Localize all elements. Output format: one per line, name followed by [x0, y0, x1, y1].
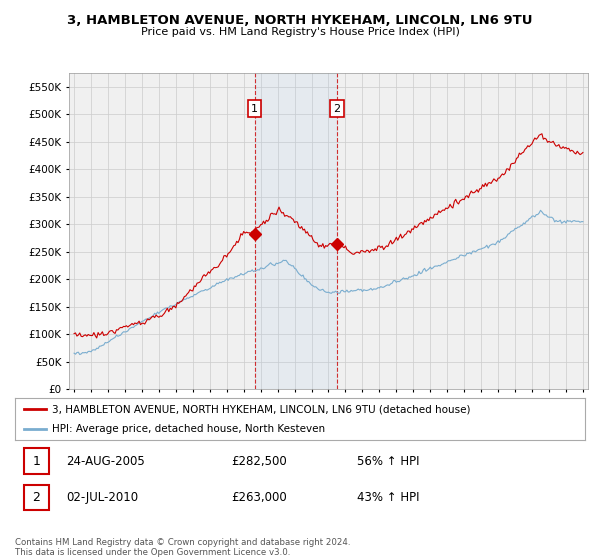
Text: £282,500: £282,500 — [232, 455, 287, 468]
Text: Price paid vs. HM Land Registry's House Price Index (HPI): Price paid vs. HM Land Registry's House … — [140, 27, 460, 37]
Text: 3, HAMBLETON AVENUE, NORTH HYKEHAM, LINCOLN, LN6 9TU: 3, HAMBLETON AVENUE, NORTH HYKEHAM, LINC… — [67, 14, 533, 27]
Text: Contains HM Land Registry data © Crown copyright and database right 2024.
This d: Contains HM Land Registry data © Crown c… — [15, 538, 350, 557]
Text: 3, HAMBLETON AVENUE, NORTH HYKEHAM, LINCOLN, LN6 9TU (detached house): 3, HAMBLETON AVENUE, NORTH HYKEHAM, LINC… — [52, 404, 470, 414]
Text: 56% ↑ HPI: 56% ↑ HPI — [357, 455, 419, 468]
Text: 02-JUL-2010: 02-JUL-2010 — [66, 491, 139, 504]
Text: 1: 1 — [251, 104, 258, 114]
Text: 1: 1 — [32, 455, 40, 468]
Text: 2: 2 — [334, 104, 341, 114]
Text: £263,000: £263,000 — [232, 491, 287, 504]
FancyBboxPatch shape — [23, 449, 49, 474]
Bar — [254, 73, 337, 389]
Text: 43% ↑ HPI: 43% ↑ HPI — [357, 491, 419, 504]
Text: HPI: Average price, detached house, North Kesteven: HPI: Average price, detached house, Nort… — [52, 424, 325, 434]
FancyBboxPatch shape — [23, 485, 49, 510]
Text: 24-AUG-2005: 24-AUG-2005 — [66, 455, 145, 468]
Text: 2: 2 — [32, 491, 40, 504]
